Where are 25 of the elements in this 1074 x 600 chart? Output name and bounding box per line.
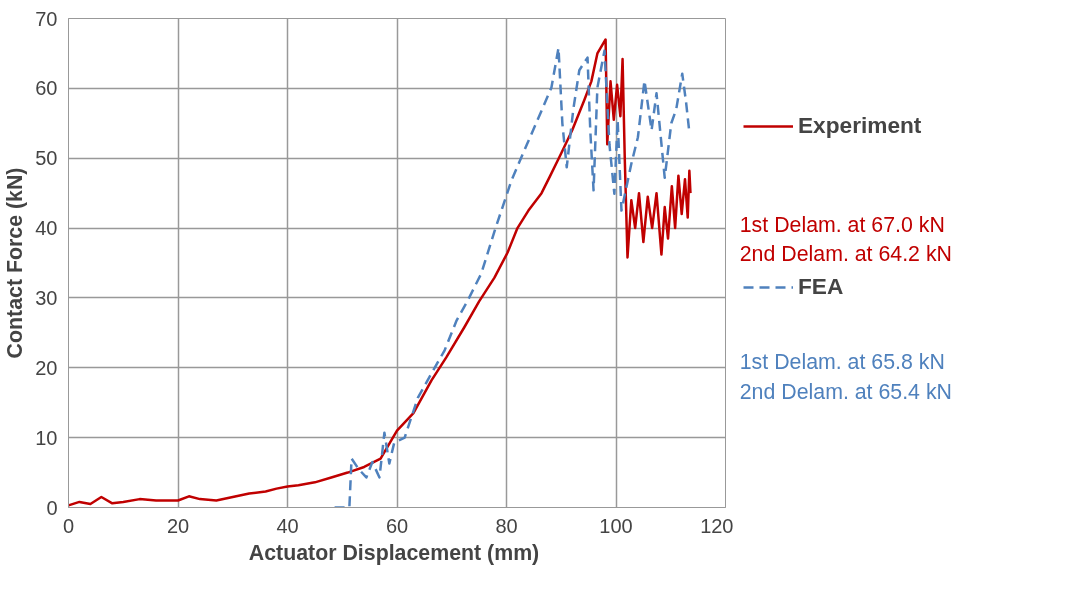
legend-label: Experiment — [798, 112, 922, 139]
legend-label: FEA — [798, 273, 844, 300]
y-tick-label: 60 — [35, 77, 58, 100]
x-tick-label: 100 — [599, 514, 633, 537]
y-tick-label: 10 — [35, 426, 58, 449]
x-tick-label: 60 — [385, 514, 409, 537]
line-series — [68, 38, 692, 507]
text: 1st Delam. at 65.8 kN — [739, 350, 945, 375]
text: 1st Delam. at 67.0 kN — [739, 212, 945, 237]
line-series — [333, 46, 691, 508]
y-tick-label: 20 — [35, 356, 58, 379]
y-axis-title: Contact Force (kN) — [3, 167, 28, 359]
text: 2nd Delam. at 64.2 kN — [739, 242, 952, 267]
x-tick-label: 120 — [700, 514, 734, 537]
x-tick-label: 40 — [276, 514, 299, 537]
x-axis-title: Actuator Displacement (mm) — [248, 540, 540, 565]
x-tick-label: 80 — [495, 514, 518, 537]
x-tick-label: 20 — [166, 514, 190, 537]
x-tick-label: 0 — [62, 514, 75, 537]
y-tick-label: 70 — [35, 7, 58, 30]
y-tick-label: 40 — [35, 217, 58, 240]
y-tick-label: 50 — [35, 147, 58, 170]
y-tick-label: 0 — [46, 496, 58, 519]
y-tick-label: 30 — [35, 286, 58, 309]
text: 2nd Delam. at 65.4 kN — [739, 380, 952, 405]
